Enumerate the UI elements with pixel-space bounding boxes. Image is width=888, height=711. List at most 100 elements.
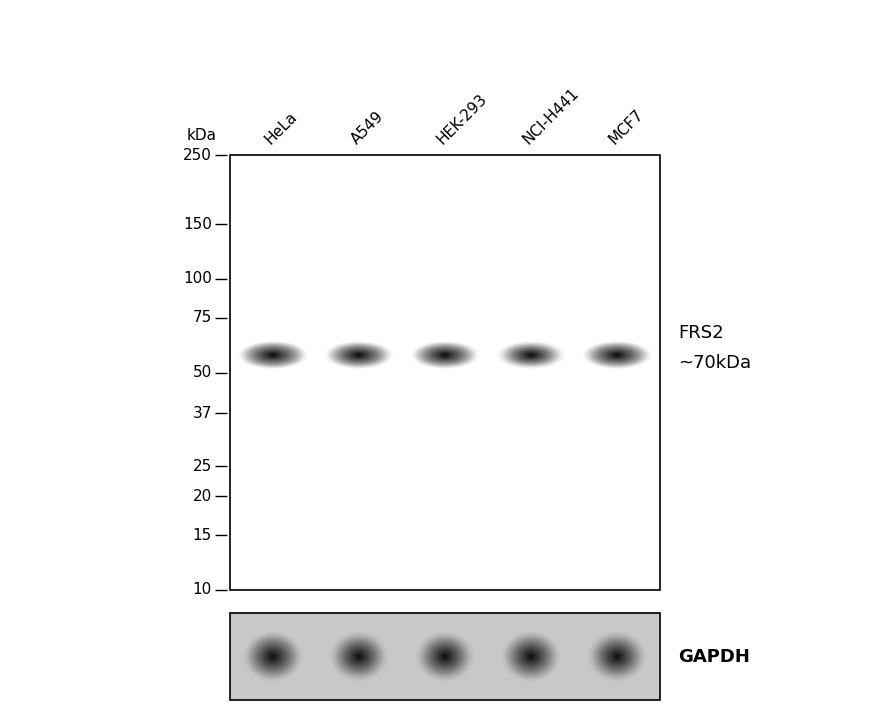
Ellipse shape <box>507 346 555 365</box>
Ellipse shape <box>341 348 377 362</box>
Ellipse shape <box>244 343 302 367</box>
Ellipse shape <box>585 342 649 368</box>
Ellipse shape <box>438 651 452 663</box>
Ellipse shape <box>344 349 374 361</box>
Ellipse shape <box>616 656 618 658</box>
Ellipse shape <box>613 353 621 357</box>
Ellipse shape <box>423 637 468 676</box>
Ellipse shape <box>432 646 458 668</box>
Ellipse shape <box>354 652 364 661</box>
Ellipse shape <box>587 630 647 683</box>
Text: 250: 250 <box>183 147 212 163</box>
Ellipse shape <box>357 354 361 356</box>
Ellipse shape <box>335 636 384 678</box>
Ellipse shape <box>519 646 543 667</box>
Text: 37: 37 <box>193 406 212 421</box>
Ellipse shape <box>329 343 389 367</box>
Ellipse shape <box>415 630 475 683</box>
Ellipse shape <box>438 352 452 358</box>
Ellipse shape <box>594 637 639 676</box>
Ellipse shape <box>524 651 538 663</box>
Ellipse shape <box>345 644 374 669</box>
Ellipse shape <box>590 344 644 365</box>
Ellipse shape <box>439 353 451 358</box>
Ellipse shape <box>246 344 300 365</box>
Ellipse shape <box>415 343 475 367</box>
Ellipse shape <box>526 353 536 357</box>
Ellipse shape <box>499 342 563 368</box>
Ellipse shape <box>414 629 477 683</box>
Text: NCI-H441: NCI-H441 <box>520 85 583 147</box>
Ellipse shape <box>349 351 369 359</box>
Ellipse shape <box>609 352 625 358</box>
Ellipse shape <box>594 346 640 364</box>
Ellipse shape <box>328 343 390 368</box>
Ellipse shape <box>431 349 459 360</box>
Ellipse shape <box>264 351 282 358</box>
Ellipse shape <box>252 346 294 363</box>
Text: FRS2: FRS2 <box>678 324 724 342</box>
Ellipse shape <box>504 345 557 365</box>
Ellipse shape <box>529 354 533 356</box>
Ellipse shape <box>249 346 297 365</box>
Ellipse shape <box>267 651 279 661</box>
Ellipse shape <box>262 351 284 359</box>
Ellipse shape <box>502 343 560 367</box>
Ellipse shape <box>346 646 372 668</box>
Ellipse shape <box>413 342 477 368</box>
Ellipse shape <box>261 646 285 667</box>
Ellipse shape <box>336 346 382 364</box>
Ellipse shape <box>435 351 455 359</box>
Ellipse shape <box>607 351 627 359</box>
Ellipse shape <box>253 347 293 363</box>
Ellipse shape <box>328 629 391 683</box>
Text: 20: 20 <box>193 489 212 504</box>
Ellipse shape <box>427 348 464 362</box>
Ellipse shape <box>430 349 460 361</box>
Ellipse shape <box>432 350 458 360</box>
Ellipse shape <box>507 636 555 677</box>
Ellipse shape <box>251 638 295 675</box>
Ellipse shape <box>418 634 472 679</box>
Ellipse shape <box>616 355 618 356</box>
Ellipse shape <box>265 352 281 358</box>
Ellipse shape <box>242 343 305 368</box>
Ellipse shape <box>602 349 632 361</box>
Ellipse shape <box>596 346 638 363</box>
Ellipse shape <box>272 656 274 658</box>
Text: 50: 50 <box>193 365 212 380</box>
Ellipse shape <box>506 636 556 678</box>
Ellipse shape <box>355 353 363 357</box>
Ellipse shape <box>522 649 540 664</box>
Ellipse shape <box>593 346 641 365</box>
Ellipse shape <box>444 355 446 356</box>
Ellipse shape <box>426 641 464 673</box>
Ellipse shape <box>503 632 559 681</box>
Ellipse shape <box>271 655 275 658</box>
Ellipse shape <box>263 351 283 359</box>
Ellipse shape <box>524 352 538 358</box>
Ellipse shape <box>597 638 638 674</box>
Ellipse shape <box>250 346 297 364</box>
Ellipse shape <box>506 345 556 365</box>
Ellipse shape <box>519 646 543 668</box>
Ellipse shape <box>613 653 621 660</box>
Ellipse shape <box>327 342 392 368</box>
Ellipse shape <box>271 354 275 356</box>
Ellipse shape <box>422 346 468 364</box>
Ellipse shape <box>595 638 638 675</box>
Ellipse shape <box>353 651 366 663</box>
Ellipse shape <box>267 353 279 358</box>
Ellipse shape <box>529 655 533 658</box>
Ellipse shape <box>244 632 302 681</box>
Ellipse shape <box>517 349 545 360</box>
Ellipse shape <box>608 649 626 664</box>
Ellipse shape <box>342 642 376 671</box>
Ellipse shape <box>429 348 461 361</box>
Ellipse shape <box>241 342 305 368</box>
Ellipse shape <box>517 645 544 668</box>
Ellipse shape <box>525 353 537 358</box>
Ellipse shape <box>266 651 280 663</box>
Ellipse shape <box>272 355 274 356</box>
Ellipse shape <box>611 353 623 358</box>
